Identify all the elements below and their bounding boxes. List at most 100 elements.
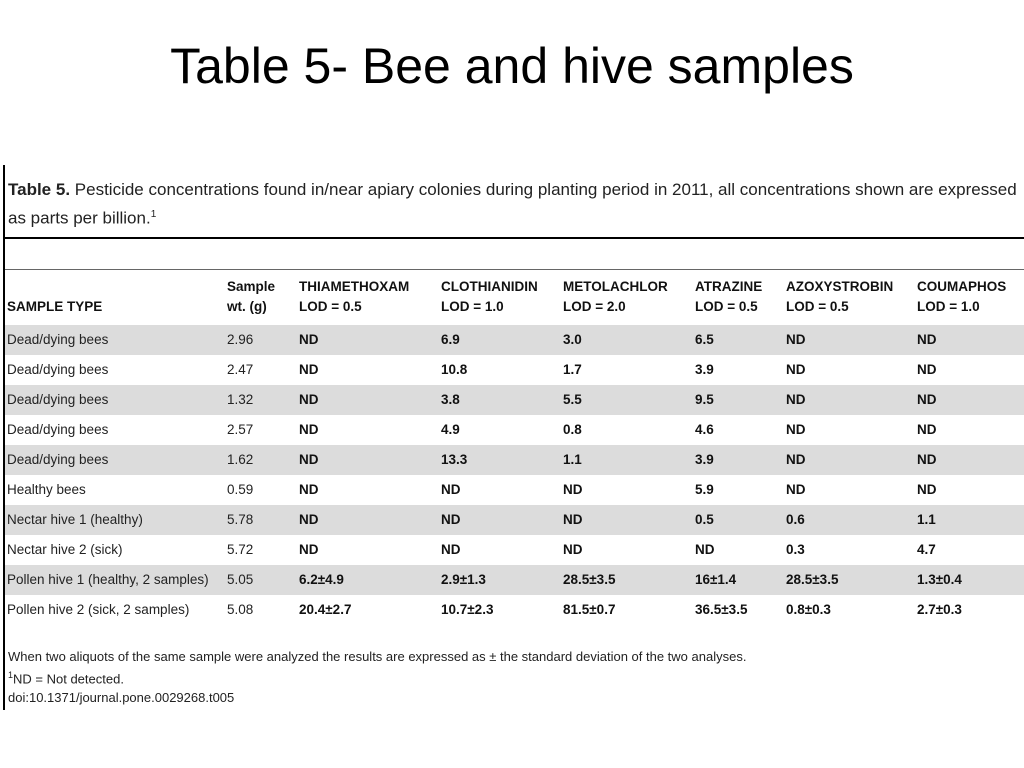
concentration-cell: ND bbox=[917, 482, 937, 497]
sample-type-cell: Nectar hive 2 (sick) bbox=[7, 542, 123, 557]
footnote-superscript: 1 bbox=[8, 670, 14, 680]
column-header-line2: wt. (g) bbox=[227, 299, 267, 314]
column-header-line1: AZOXYSTROBIN bbox=[786, 279, 894, 294]
header-row: SAMPLE TYPE Sample wt. (g) THIAMETHOXAM LOD … bbox=[5, 273, 1024, 325]
caption-text: Pesticide concentrations found in/near a… bbox=[8, 180, 1017, 228]
concentration-cell: 0.5 bbox=[695, 512, 714, 527]
sample-type-cell: Nectar hive 1 (healthy) bbox=[7, 512, 143, 527]
concentration-cell: ND bbox=[563, 512, 583, 527]
concentration-cell: ND bbox=[563, 542, 583, 557]
column-header-line2: LOD = 0.5 bbox=[786, 299, 849, 314]
concentration-cell: ND bbox=[917, 452, 937, 467]
column-header-line1: ATRAZINE bbox=[695, 279, 763, 294]
column-header-line2: LOD = 2.0 bbox=[563, 299, 626, 314]
table-row: Dead/dying bees 2.96 ND 6.9 3.0 6.5 ND ND bbox=[5, 325, 1024, 355]
concentration-cell: 28.5±3.5 bbox=[563, 572, 616, 587]
caption-rule bbox=[5, 237, 1024, 239]
sample-weight-cell: 1.32 bbox=[227, 392, 254, 407]
concentration-cell: 3.9 bbox=[695, 452, 714, 467]
table-caption: Table 5. Pesticide concentrations found … bbox=[8, 177, 1018, 231]
sample-weight-cell: 2.57 bbox=[227, 422, 254, 437]
sample-type-cell: Dead/dying bees bbox=[7, 362, 109, 377]
concentration-cell: ND bbox=[299, 332, 319, 347]
table-row: Dead/dying bees 1.62 ND 13.3 1.1 3.9 ND ND bbox=[5, 445, 1024, 475]
column-header: ATRAZINE LOD = 0.5 bbox=[693, 273, 784, 325]
concentration-cell: 10.7±2.3 bbox=[441, 602, 494, 617]
concentration-cell: ND bbox=[786, 392, 806, 407]
table-row: Nectar hive 2 (sick) 5.72 ND ND ND ND 0.3 4.7 bbox=[5, 535, 1024, 565]
concentration-cell: ND bbox=[441, 482, 461, 497]
footnote-nd: 1ND = Not detected. bbox=[8, 666, 1018, 688]
concentration-cell: ND bbox=[786, 332, 806, 347]
table-row: Pollen hive 2 (sick, 2 samples) 5.08 20.4±… bbox=[5, 595, 1024, 625]
caption-superscript: 1 bbox=[150, 209, 157, 220]
sample-weight-cell: 0.59 bbox=[227, 482, 254, 497]
concentration-cell: 4.9 bbox=[441, 422, 460, 437]
column-header: AZOXYSTROBIN LOD = 0.5 bbox=[784, 273, 915, 325]
column-header-line1: THIAMETHOXAM bbox=[299, 279, 410, 294]
concentration-cell: ND bbox=[917, 392, 937, 407]
concentration-cell: 16±1.4 bbox=[695, 572, 737, 587]
concentration-cell: 28.5±3.5 bbox=[786, 572, 839, 587]
concentration-cell: 0.6 bbox=[786, 512, 805, 527]
sample-type-cell: Dead/dying bees bbox=[7, 452, 109, 467]
concentration-cell: ND bbox=[299, 362, 319, 377]
concentration-cell: ND bbox=[786, 452, 806, 467]
column-header-line1: Sample bbox=[227, 279, 276, 294]
concentration-cell: 10.8 bbox=[441, 362, 468, 377]
left-border-rule bbox=[3, 165, 5, 710]
sample-weight-cell: 5.05 bbox=[227, 572, 254, 587]
concentration-cell: ND bbox=[917, 362, 937, 377]
column-header-line1: COUMAPHOS bbox=[917, 279, 1007, 294]
sample-weight-cell: 2.96 bbox=[227, 332, 254, 347]
footnote-nd-text: ND = Not detected. bbox=[13, 671, 124, 687]
column-header-line2: LOD = 1.0 bbox=[917, 299, 980, 314]
concentration-cell: 0.8±0.3 bbox=[786, 602, 831, 617]
column-header-line2: LOD = 1.0 bbox=[441, 299, 504, 314]
concentration-cell: 4.7 bbox=[917, 542, 936, 557]
sample-weight-cell: 5.72 bbox=[227, 542, 254, 557]
sample-weight-cell: 1.62 bbox=[227, 452, 254, 467]
concentration-cell: 6.2±4.9 bbox=[299, 572, 344, 587]
concentration-cell: ND bbox=[299, 392, 319, 407]
table-row: Pollen hive 1 (healthy, 2 samples) 5.05 6.… bbox=[5, 565, 1024, 595]
sample-weight-cell: 5.08 bbox=[227, 602, 254, 617]
pesticide-table: SAMPLE TYPE Sample wt. (g) THIAMETHOXAM LOD … bbox=[5, 273, 1024, 625]
table-row: Dead/dying bees 2.47 ND 10.8 1.7 3.9 ND ND bbox=[5, 355, 1024, 385]
doi: doi:10.1371/journal.pone.0029268.t005 bbox=[8, 690, 235, 706]
sample-type-cell: Dead/dying bees bbox=[7, 392, 109, 407]
table-row: Healthy bees 0.59 ND ND ND 5.9 ND ND bbox=[5, 475, 1024, 505]
concentration-cell: 0.3 bbox=[786, 542, 805, 557]
sample-type-cell: Healthy bees bbox=[7, 482, 86, 497]
concentration-cell: 20.4±2.7 bbox=[299, 602, 352, 617]
footnote-main: When two aliquots of the same sample wer… bbox=[8, 649, 747, 664]
concentration-cell: ND bbox=[786, 422, 806, 437]
concentration-cell: 9.5 bbox=[695, 392, 714, 407]
table-footnotes: When two aliquots of the same sample wer… bbox=[8, 647, 1018, 707]
concentration-cell: ND bbox=[563, 482, 583, 497]
concentration-cell: ND bbox=[786, 362, 806, 377]
sample-weight-cell: 2.47 bbox=[227, 362, 254, 377]
column-header: COUMAPHOS LOD = 1.0 bbox=[915, 273, 1024, 325]
column-header-line2: LOD = 0.5 bbox=[695, 299, 758, 314]
concentration-cell: 2.7±0.3 bbox=[917, 602, 962, 617]
concentration-cell: 3.8 bbox=[441, 392, 460, 407]
concentration-cell: ND bbox=[786, 482, 806, 497]
concentration-cell: 1.1 bbox=[917, 512, 936, 527]
concentration-cell: ND bbox=[917, 332, 937, 347]
concentration-cell: 13.3 bbox=[441, 452, 468, 467]
column-header-line2: LOD = 0.5 bbox=[299, 299, 362, 314]
concentration-cell: 3.0 bbox=[563, 332, 582, 347]
concentration-cell: ND bbox=[441, 512, 461, 527]
concentration-cell: ND bbox=[299, 482, 319, 497]
column-header: CLOTHIANIDIN LOD = 1.0 bbox=[439, 273, 561, 325]
concentration-cell: 1.1 bbox=[563, 452, 582, 467]
table-body: Dead/dying bees 2.96 ND 6.9 3.0 6.5 ND ND Dead/d… bbox=[5, 325, 1024, 625]
concentration-cell: 6.5 bbox=[695, 332, 714, 347]
concentration-cell: 6.9 bbox=[441, 332, 460, 347]
concentration-cell: ND bbox=[695, 542, 715, 557]
column-header-line2: SAMPLE TYPE bbox=[7, 299, 103, 314]
concentration-cell: 4.6 bbox=[695, 422, 714, 437]
concentration-cell: ND bbox=[299, 512, 319, 527]
column-header: SAMPLE TYPE bbox=[5, 273, 225, 325]
